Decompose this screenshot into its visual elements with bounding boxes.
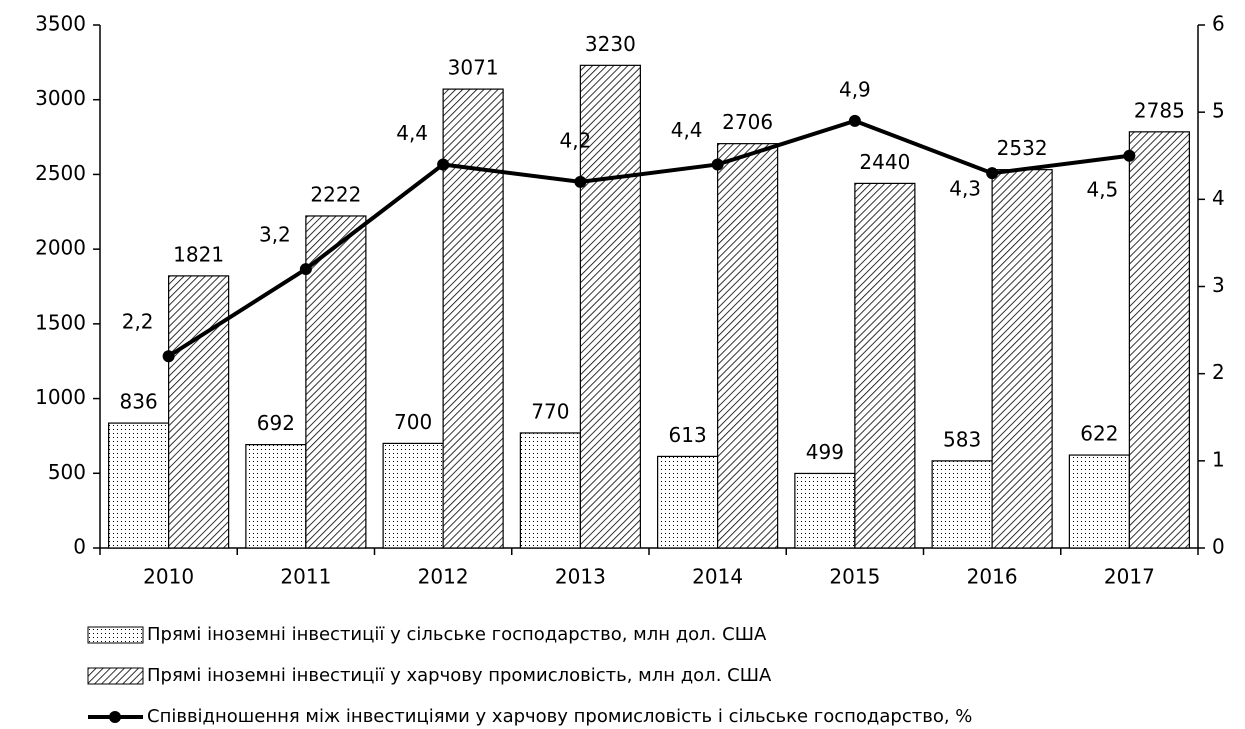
bar — [579, 64, 641, 549]
bar — [1068, 454, 1130, 549]
bar-value-label: 3230 — [585, 32, 636, 56]
y2-tick-label: 6 — [1212, 12, 1225, 36]
line-value-label: 4,4 — [671, 118, 703, 142]
line-point — [437, 158, 450, 171]
bar-value-label: 2706 — [722, 110, 773, 134]
y-tick-label: 3500 — [35, 12, 86, 36]
x-tick-label: 2016 — [967, 565, 1018, 589]
line-point — [162, 350, 175, 363]
legend-label: Прямі іноземні інвестиції у харчову пром… — [147, 665, 772, 686]
bar — [382, 442, 444, 549]
legend-swatch — [87, 626, 144, 644]
line-point — [1123, 149, 1136, 162]
legend-label: Прямі іноземні інвестиції у сільське гос… — [147, 624, 767, 645]
bar-value-label: 692 — [257, 411, 295, 435]
bar-value-label: 770 — [531, 399, 569, 423]
line-value-label: 3,2 — [259, 223, 291, 247]
y2-tick-label: 4 — [1212, 186, 1225, 210]
x-tick-label: 2013 — [555, 565, 606, 589]
line-value-label: 2,2 — [122, 310, 154, 334]
bar — [168, 275, 230, 549]
bar-value-label: 2222 — [310, 182, 361, 206]
y2-tick-label: 1 — [1212, 447, 1225, 471]
y-tick-label: 0 — [73, 535, 86, 559]
bar-value-label: 3071 — [448, 56, 499, 80]
line — [167, 118, 1130, 358]
bar-value-label: 583 — [943, 427, 981, 451]
x-tick-label: 2017 — [1104, 565, 1155, 589]
bar-value-label: 836 — [120, 390, 158, 414]
x-tick-label: 2011 — [280, 565, 331, 589]
line-value-label: 4,5 — [1086, 177, 1118, 201]
line-point — [711, 158, 724, 171]
legend-swatch-point — [109, 711, 121, 723]
bar — [931, 460, 993, 549]
bar — [1128, 131, 1190, 549]
x-tick-label: 2012 — [418, 565, 469, 589]
y-tick-label: 1500 — [35, 310, 86, 334]
y-tick-label: 500 — [48, 460, 86, 484]
bar-value-label: 700 — [394, 410, 432, 434]
line-point — [299, 263, 312, 276]
line-value-label: 4,3 — [949, 177, 981, 201]
y-tick-label: 3000 — [35, 86, 86, 110]
bar — [717, 143, 779, 549]
bar-value-label: 2785 — [1134, 98, 1185, 122]
bar-value-label: 499 — [806, 440, 844, 464]
y-tick-label: 1000 — [35, 385, 86, 409]
y-tick-label: 2000 — [35, 236, 86, 260]
bar-value-label: 622 — [1080, 422, 1118, 446]
y2-tick-label: 3 — [1212, 273, 1225, 297]
x-tick-label: 2014 — [692, 565, 743, 589]
legend-label: Співвідношення між інвестиціями у харчов… — [147, 706, 972, 727]
legend-swatch — [87, 667, 144, 685]
bar — [305, 215, 367, 549]
bar-value-label: 2532 — [997, 136, 1048, 160]
line-value-label: 4,9 — [839, 77, 871, 101]
line-point — [986, 167, 999, 180]
bar — [854, 182, 916, 549]
x-tick-label: 2010 — [143, 565, 194, 589]
y2-tick-label: 2 — [1212, 360, 1225, 384]
y2-tick-label: 0 — [1212, 535, 1225, 559]
line-value-label: 4,4 — [396, 121, 428, 145]
y2-tick-label: 5 — [1212, 99, 1225, 123]
bar — [794, 472, 856, 549]
bar — [991, 169, 1053, 549]
bar — [442, 88, 504, 549]
bar — [245, 443, 307, 549]
bar-value-label: 613 — [669, 423, 707, 447]
y-tick-label: 2500 — [35, 161, 86, 185]
bar — [657, 455, 719, 549]
line-point — [848, 114, 861, 127]
line-value-label: 4,2 — [559, 128, 591, 152]
bar-value-label: 1821 — [173, 242, 224, 266]
bar — [519, 432, 581, 549]
line-point — [574, 175, 587, 188]
bar-value-label: 2440 — [859, 150, 910, 174]
x-tick-label: 2015 — [829, 565, 880, 589]
bar — [108, 422, 170, 549]
